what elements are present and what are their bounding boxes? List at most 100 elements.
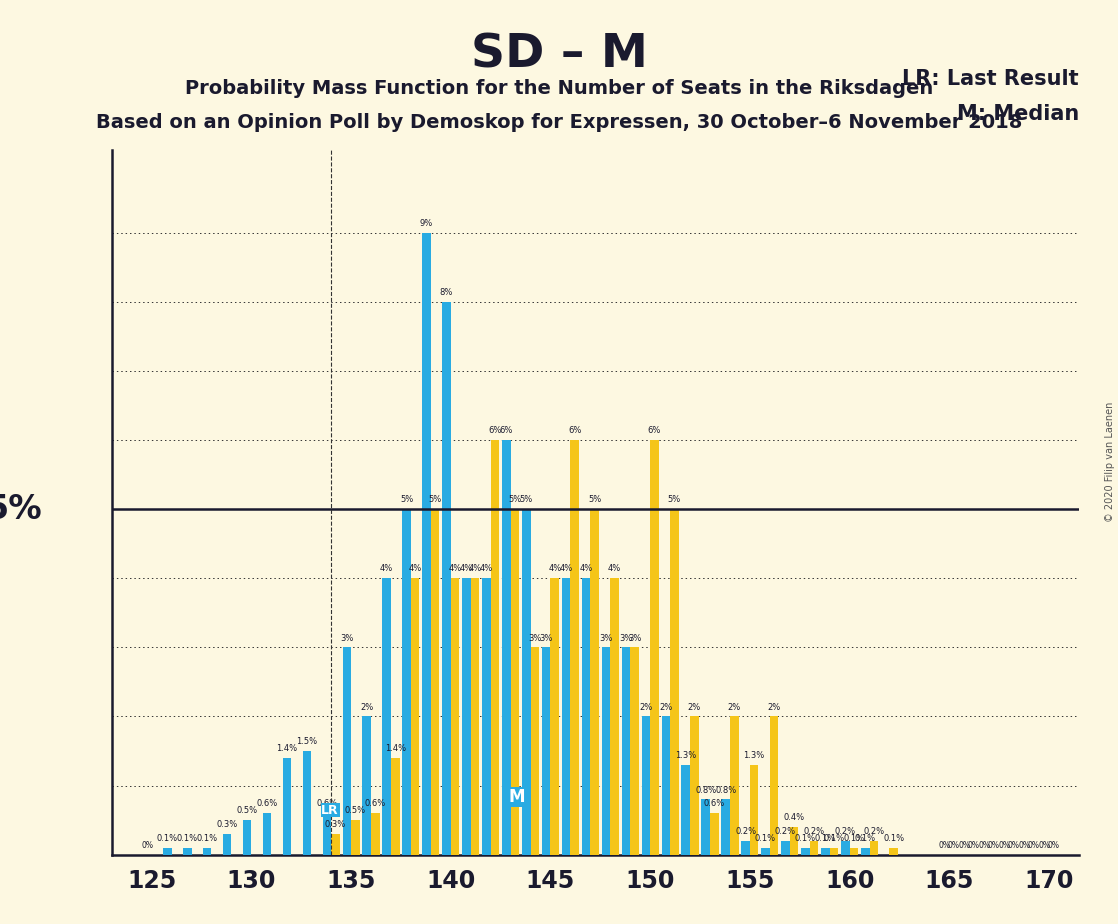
Bar — [391, 758, 399, 855]
Bar — [809, 841, 818, 855]
Text: 2%: 2% — [688, 702, 701, 711]
Text: 4%: 4% — [608, 565, 622, 574]
Bar — [522, 509, 531, 855]
Text: 0.6%: 0.6% — [703, 799, 724, 808]
Text: 0.1%: 0.1% — [883, 834, 904, 843]
Bar — [770, 716, 778, 855]
Text: 1.3%: 1.3% — [743, 751, 765, 760]
Text: 0%: 0% — [1027, 841, 1040, 850]
Text: 0%: 0% — [1018, 841, 1031, 850]
Text: 4%: 4% — [380, 565, 394, 574]
Text: 5%: 5% — [509, 495, 521, 505]
Text: 5%: 5% — [667, 495, 681, 505]
Text: 5%: 5% — [588, 495, 601, 505]
Bar — [351, 821, 360, 855]
Bar — [443, 302, 451, 855]
Text: 0%: 0% — [948, 841, 959, 850]
Bar — [331, 834, 340, 855]
Bar — [670, 509, 679, 855]
Bar — [890, 848, 898, 855]
Bar — [821, 848, 830, 855]
Bar — [601, 648, 610, 855]
Text: 0%: 0% — [979, 841, 991, 850]
Text: 0.6%: 0.6% — [316, 799, 338, 808]
Text: 0.1%: 0.1% — [843, 834, 864, 843]
Text: 0.3%: 0.3% — [217, 821, 238, 829]
Bar — [451, 578, 459, 855]
Text: 0%: 0% — [967, 841, 979, 850]
Bar — [610, 578, 619, 855]
Bar — [531, 648, 539, 855]
Text: 2%: 2% — [639, 702, 653, 711]
Text: 3%: 3% — [340, 634, 353, 642]
Text: 6%: 6% — [500, 426, 513, 435]
Text: 2%: 2% — [660, 702, 672, 711]
Bar — [542, 648, 550, 855]
Bar — [802, 848, 809, 855]
Text: 0.8%: 0.8% — [716, 785, 737, 795]
Text: 1.3%: 1.3% — [675, 751, 697, 760]
Bar — [662, 716, 670, 855]
Text: 5%: 5% — [520, 495, 533, 505]
Bar — [482, 578, 491, 855]
Text: 4%: 4% — [408, 565, 421, 574]
Bar — [721, 799, 730, 855]
Text: 0.5%: 0.5% — [344, 807, 366, 815]
Text: 0.6%: 0.6% — [364, 799, 386, 808]
Text: 6%: 6% — [489, 426, 502, 435]
Bar — [690, 716, 699, 855]
Bar — [342, 648, 351, 855]
Bar — [850, 848, 859, 855]
Bar — [511, 509, 519, 855]
Text: 6%: 6% — [568, 426, 581, 435]
Text: © 2020 Filip van Laenen: © 2020 Filip van Laenen — [1105, 402, 1115, 522]
Text: 4%: 4% — [448, 565, 462, 574]
Text: 4%: 4% — [480, 565, 493, 574]
Text: 3%: 3% — [619, 634, 633, 642]
Bar — [471, 578, 480, 855]
Text: 1.4%: 1.4% — [385, 744, 406, 753]
Bar — [323, 813, 331, 855]
Text: 0.2%: 0.2% — [863, 827, 884, 836]
Bar — [382, 578, 391, 855]
Text: 0.2%: 0.2% — [835, 827, 856, 836]
Text: 0.1%: 0.1% — [755, 834, 776, 843]
Bar — [243, 821, 252, 855]
Bar — [870, 841, 878, 855]
Text: 0.1%: 0.1% — [815, 834, 836, 843]
Bar — [781, 841, 789, 855]
Text: 8%: 8% — [439, 288, 453, 297]
Bar — [462, 578, 471, 855]
Text: 3%: 3% — [628, 634, 642, 642]
Text: 0.1%: 0.1% — [795, 834, 816, 843]
Text: 3%: 3% — [528, 634, 541, 642]
Bar — [741, 841, 750, 855]
Text: 0.2%: 0.2% — [804, 827, 825, 836]
Text: 0%: 0% — [1007, 841, 1020, 850]
Text: 0.2%: 0.2% — [775, 827, 796, 836]
Text: 2%: 2% — [728, 702, 741, 711]
Text: 0.2%: 0.2% — [735, 827, 756, 836]
Bar — [590, 509, 599, 855]
Text: 0%: 0% — [1039, 841, 1051, 850]
Text: 0.6%: 0.6% — [256, 799, 277, 808]
Text: 0.1%: 0.1% — [177, 834, 198, 843]
Bar — [550, 578, 559, 855]
Bar — [203, 848, 211, 855]
Bar — [491, 440, 500, 855]
Text: 4%: 4% — [459, 565, 473, 574]
Text: 0%: 0% — [998, 841, 1011, 850]
Text: 0%: 0% — [939, 841, 951, 850]
Text: 3%: 3% — [599, 634, 613, 642]
Text: M: Median: M: Median — [957, 103, 1079, 124]
Bar — [631, 648, 638, 855]
Bar — [701, 799, 710, 855]
Text: Probability Mass Function for the Number of Seats in the Riksdagen: Probability Mass Function for the Number… — [184, 79, 934, 98]
Text: 0.3%: 0.3% — [325, 821, 347, 829]
Bar — [581, 578, 590, 855]
Bar — [730, 716, 739, 855]
Bar — [283, 758, 292, 855]
Bar — [830, 848, 838, 855]
Text: 6%: 6% — [647, 426, 661, 435]
Bar — [183, 848, 191, 855]
